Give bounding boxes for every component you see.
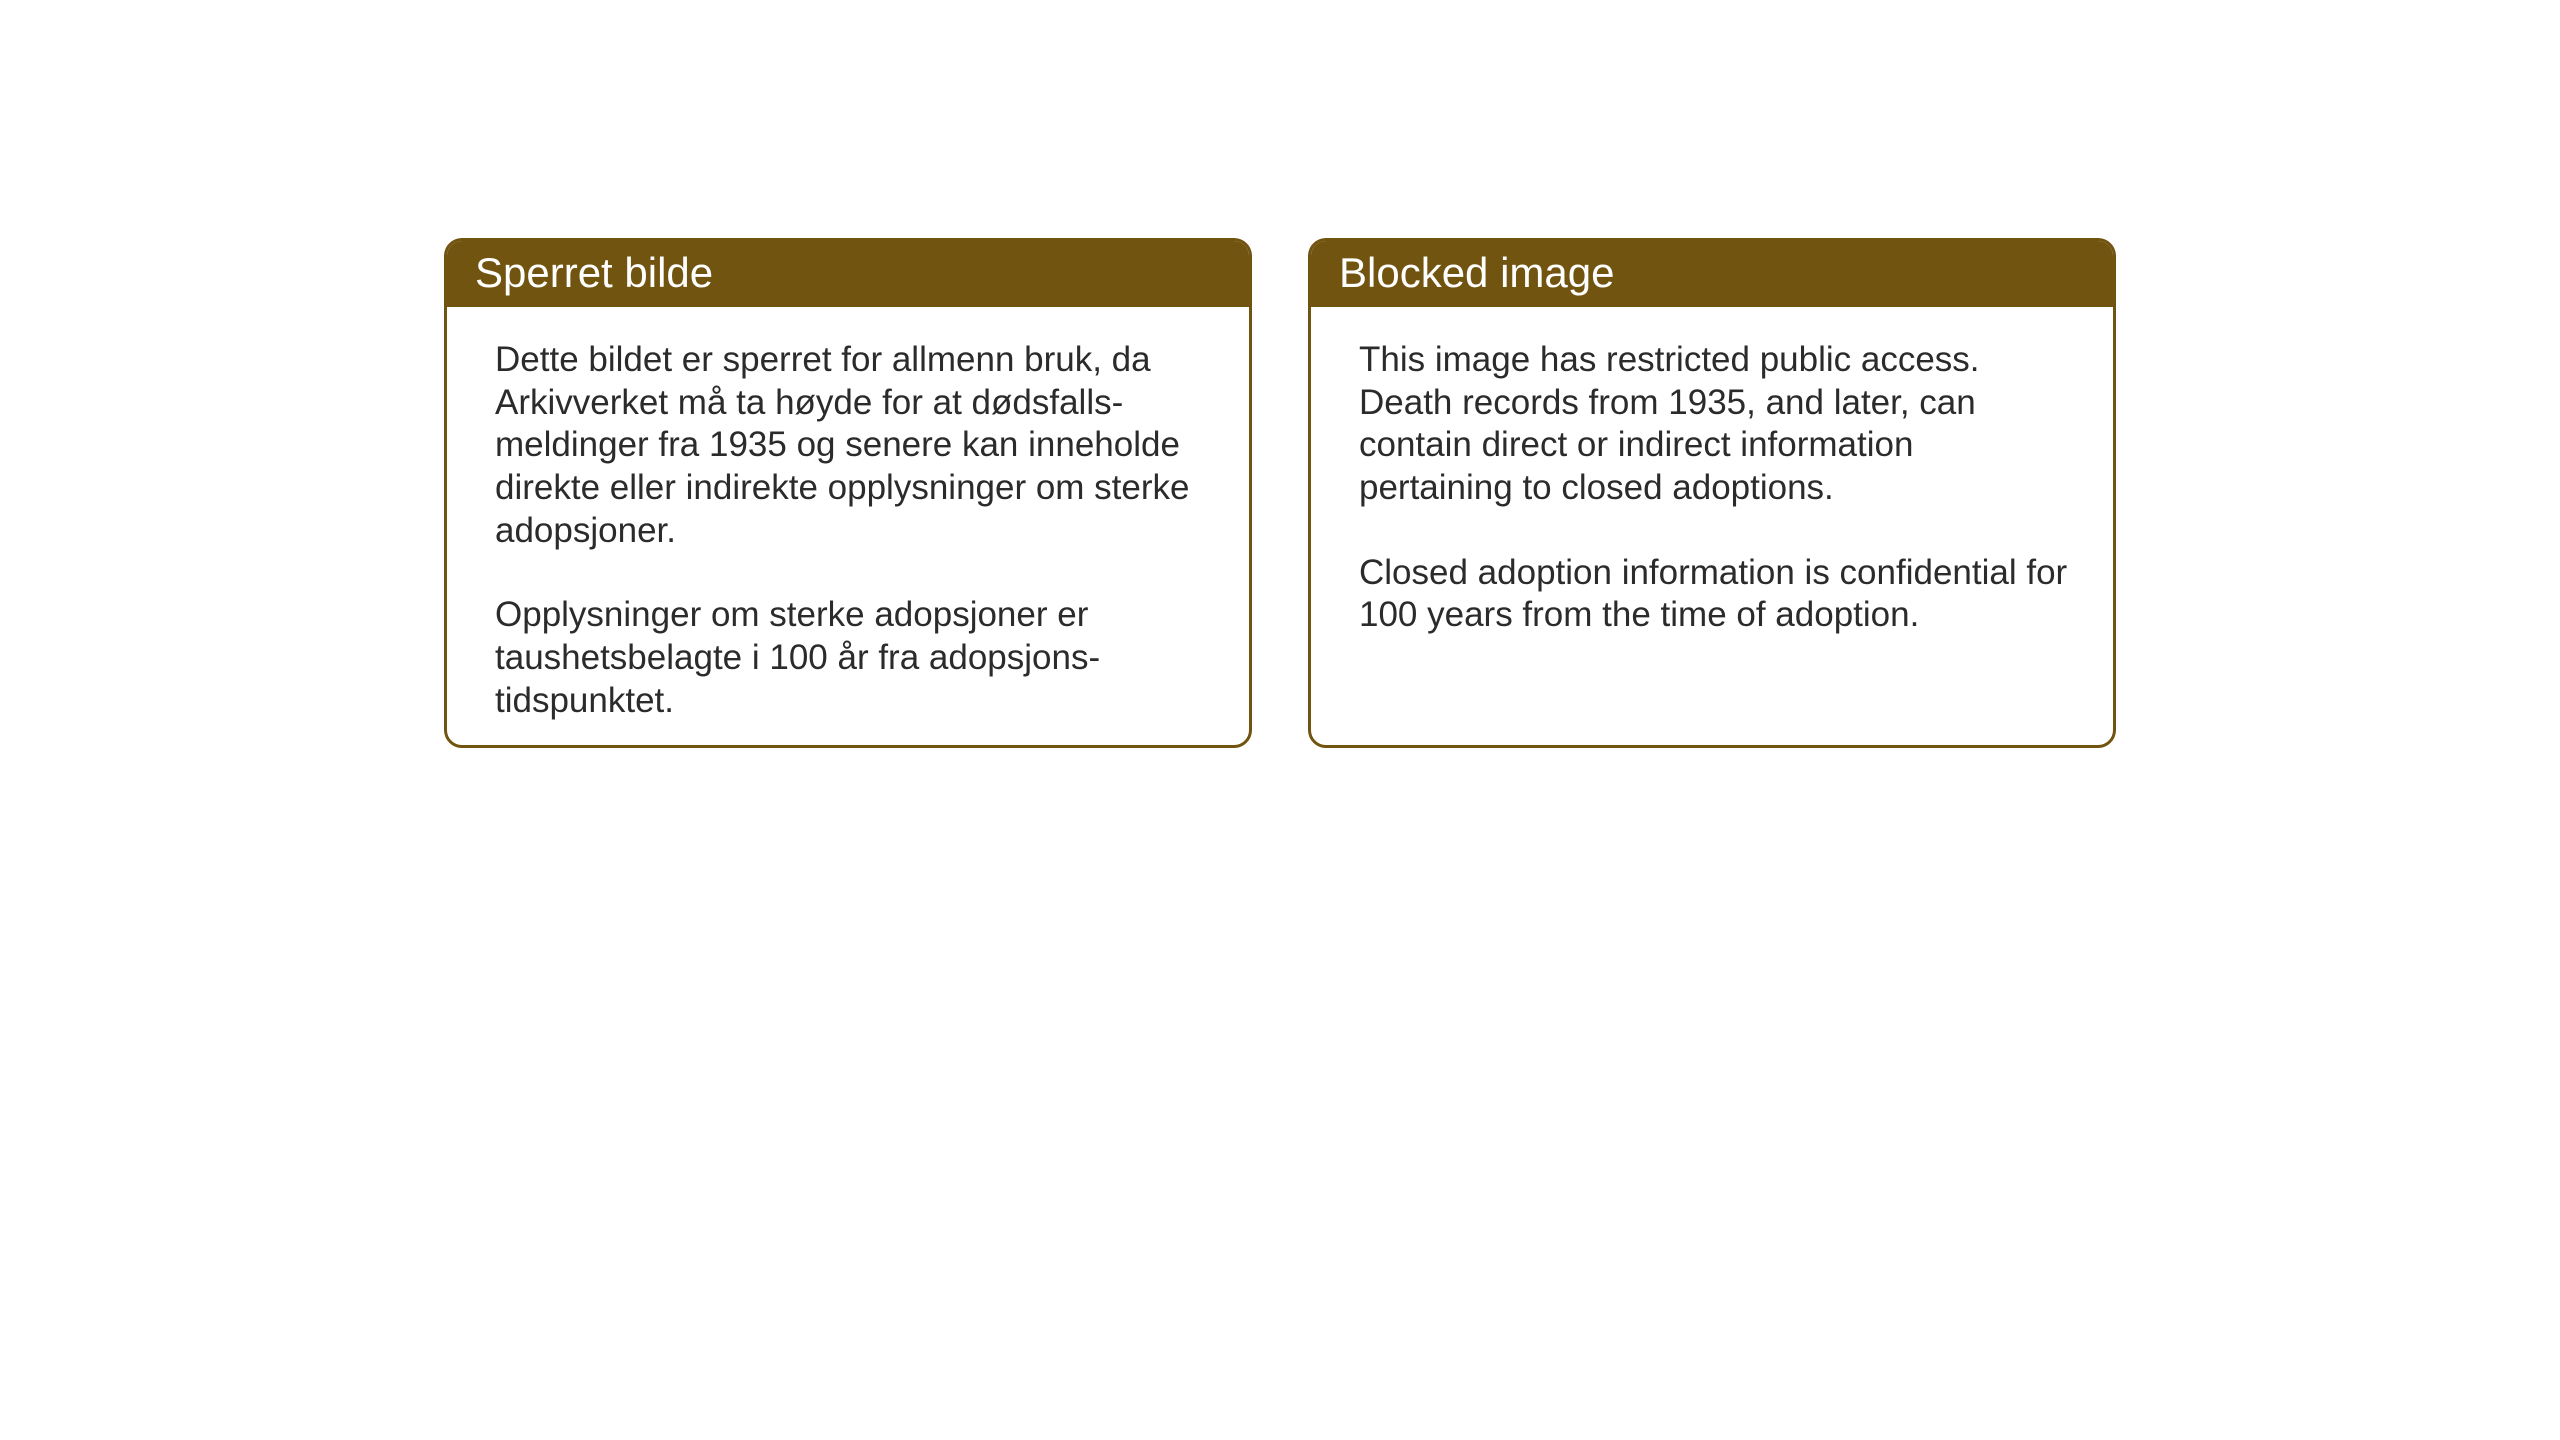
card-title-norwegian: Sperret bilde xyxy=(475,249,713,296)
card-paragraph-1-english: This image has restricted public access.… xyxy=(1359,339,2073,510)
card-paragraph-2-norwegian: Opplysninger om sterke adopsjoner er tau… xyxy=(495,594,1209,722)
card-body-english: This image has restricted public access.… xyxy=(1311,307,2113,669)
card-title-english: Blocked image xyxy=(1339,249,1614,296)
notice-card-norwegian: Sperret bilde Dette bildet er sperret fo… xyxy=(444,238,1252,748)
card-paragraph-2-english: Closed adoption information is confident… xyxy=(1359,552,2073,637)
notice-container: Sperret bilde Dette bildet er sperret fo… xyxy=(0,0,2560,748)
card-body-norwegian: Dette bildet er sperret for allmenn bruk… xyxy=(447,307,1249,748)
notice-card-english: Blocked image This image has restricted … xyxy=(1308,238,2116,748)
card-header-english: Blocked image xyxy=(1311,241,2113,307)
card-header-norwegian: Sperret bilde xyxy=(447,241,1249,307)
card-paragraph-1-norwegian: Dette bildet er sperret for allmenn bruk… xyxy=(495,339,1209,552)
